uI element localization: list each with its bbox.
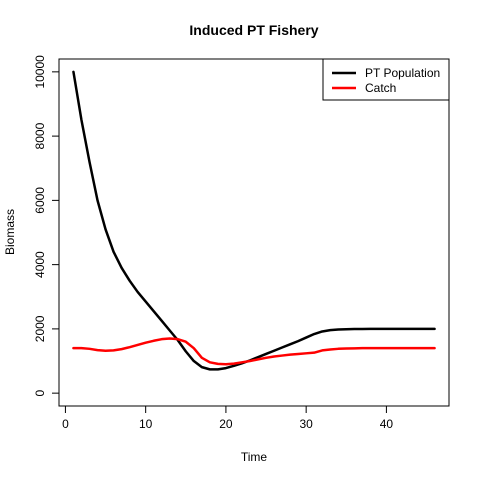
y-tick-label: 8000 [33, 122, 47, 149]
chart-title: Induced PT Fishery [189, 22, 318, 38]
legend-label: Catch [365, 81, 396, 95]
plot-frame [58, 58, 450, 407]
x-tick-label: 20 [219, 417, 233, 431]
series-layer [72, 70, 436, 371]
series-line-pt-population [72, 70, 436, 371]
y-axis: 0 2000 4000 6000 8000 10000 [33, 55, 60, 396]
x-tick-label: 40 [380, 417, 394, 431]
legend-box [322, 58, 450, 101]
x-tick-label: 10 [139, 417, 153, 431]
x-tick-label: 30 [299, 417, 313, 431]
y-tick-label: 2000 [33, 315, 47, 342]
y-tick-label: 0 [33, 389, 47, 396]
legend-label: PT Population [365, 66, 440, 80]
y-tick-label: 6000 [33, 187, 47, 214]
x-axis: 0 10 20 30 40 [62, 405, 394, 431]
y-axis-label: Biomass [3, 209, 17, 255]
x-axis-label: Time [241, 450, 268, 464]
y-tick-label: 4000 [33, 251, 47, 278]
series-line-catch [72, 337, 436, 366]
y-tick-label: 10000 [33, 55, 47, 89]
x-tick-label: 0 [62, 417, 69, 431]
